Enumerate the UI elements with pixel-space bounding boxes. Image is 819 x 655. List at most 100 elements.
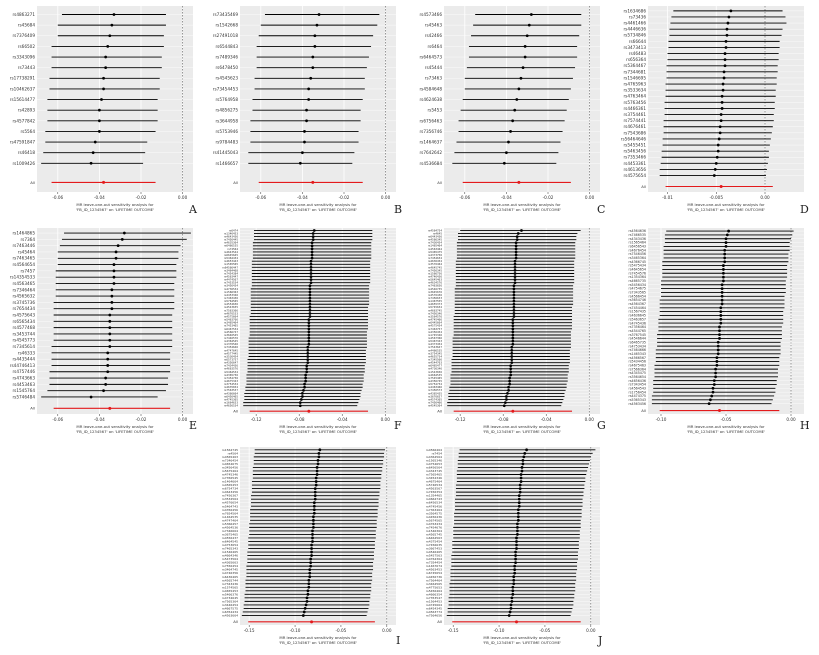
snp-estimate-point xyxy=(306,358,310,361)
axis-caption-line2: 'FB_ID_1234567' on 'LIFETIME OUTCOME' xyxy=(279,207,357,212)
snp-estimate-point xyxy=(108,313,112,317)
snp-label: rs7454676 xyxy=(426,525,442,529)
snp-estimate-point xyxy=(515,235,519,238)
snp-label: rs73463 xyxy=(425,76,443,81)
snp-row: rs1564745 xyxy=(222,448,396,452)
snp-estimate-point xyxy=(316,458,320,462)
snp-label: rs7353547 xyxy=(426,596,442,600)
snp-estimate-point xyxy=(317,451,321,455)
snp-estimate-point xyxy=(106,364,110,367)
snp-row: rs4565463 xyxy=(222,455,396,459)
snp-label: rs4554636 xyxy=(224,302,238,306)
snp-label: rs4746356 xyxy=(222,571,238,575)
snp-row: rs4563453 xyxy=(426,568,600,572)
snp-row: rs4456736 xyxy=(426,575,600,579)
snp-label: rs4563456 xyxy=(628,402,646,406)
snp-label: rs4753654 xyxy=(222,543,238,547)
snp-label: rs3456456 xyxy=(222,465,238,469)
x-tick-label: -0.10 xyxy=(656,417,667,422)
snp-row: rs4577445 xyxy=(224,351,396,355)
snp-estimate-point xyxy=(509,373,513,377)
snp-estimate-point xyxy=(720,107,724,110)
snp-row: rs7346664 xyxy=(222,529,396,533)
snp-row: rs4453463 xyxy=(12,382,193,387)
snp-label: rs4365435 xyxy=(428,391,442,395)
snp-row: rs4566747 xyxy=(224,330,396,334)
snp-label: rs7453465 xyxy=(224,324,238,328)
snp-estimate-point xyxy=(305,108,308,112)
snp-estimate-point xyxy=(309,278,313,282)
snp-estimate-point xyxy=(309,275,313,278)
snp-estimate-point xyxy=(312,508,316,512)
snp-row: rs4373756 xyxy=(428,253,600,257)
summary-estimate-point xyxy=(311,180,315,184)
snp-label: rs1542668 xyxy=(215,23,238,28)
snp-label: rs42466 xyxy=(425,33,443,38)
snp-row: rs3534564 xyxy=(222,497,396,501)
snp-row: rs7563537 xyxy=(224,388,396,392)
snp-estimate-point xyxy=(724,39,728,43)
snp-label: rs7543686 xyxy=(623,130,646,135)
snp-label: rs4763464 xyxy=(623,94,646,99)
snp-label: rs4575643 xyxy=(12,312,35,317)
snp-row: rs5364467 xyxy=(623,63,804,68)
snp-estimate-point xyxy=(511,585,515,589)
panel-letter: C xyxy=(597,203,606,216)
snp-row: rs4664535 xyxy=(428,373,600,377)
axis-caption-line2: 'FB_ID_1234567' on 'LIFETIME OUTCOME' xyxy=(483,207,561,212)
snp-estimate-point xyxy=(722,271,725,275)
snp-row: rs3464565 xyxy=(426,582,600,586)
x-tick-label: -0.10 xyxy=(290,628,301,633)
snp-estimate-point xyxy=(511,336,515,340)
snp-row: rs6464563 xyxy=(426,536,600,540)
snp-row: rs4544763 xyxy=(428,361,600,365)
forest-plot-b: rs73435469 rs1542668 rs27491018 rs6544843 rs… xyxy=(213,6,396,212)
snp-estimate-point xyxy=(720,302,724,306)
snp-label: rs5457563 xyxy=(426,554,442,558)
snp-row: rs4565453 xyxy=(222,483,396,487)
snp-row: rs5746534 xyxy=(426,483,600,487)
snp-row: rs4565744 xyxy=(222,578,396,582)
snp-row: rs73436 xyxy=(629,14,804,19)
axis-caption-line1: MR leave-one-out sensitivity analysis fo… xyxy=(279,635,357,640)
snp-label: rs4576654 xyxy=(222,501,238,505)
snp-row: rs46418 xyxy=(18,150,193,155)
snp-label: rs4544763 xyxy=(428,361,442,365)
snp-label: rs3676657 xyxy=(428,394,442,398)
snp-estimate-point xyxy=(307,87,311,91)
snp-row: rs4636454 xyxy=(428,259,600,263)
forest-plot-f: rs6474rs1346453rs4643436rs7456445rs46353… xyxy=(222,228,396,434)
snp-label: rs4577445 xyxy=(224,351,238,355)
snp-estimate-point xyxy=(108,345,112,348)
snp-label: rs7356464 xyxy=(628,325,646,329)
snp-row: rs4765963 xyxy=(623,82,804,87)
snp-estimate-point xyxy=(716,143,720,147)
snp-label: rs6454345 xyxy=(426,606,442,610)
snp-label: rs1634686 xyxy=(623,8,646,13)
snp-estimate-point xyxy=(310,547,313,550)
snp-estimate-point xyxy=(98,108,101,112)
x-tick-label: 0.00 xyxy=(585,195,595,200)
snp-label: rs4736534 xyxy=(224,287,238,291)
snp-row: rs5453 xyxy=(427,108,600,113)
snp-label: rs4365736 xyxy=(224,373,238,377)
snp-estimate-point xyxy=(511,321,515,325)
snp-label: rs4435444 xyxy=(12,357,35,362)
snp-row: rs7463757 xyxy=(428,327,600,331)
snp-estimate-point xyxy=(719,310,723,314)
snp-label: rs4366745 xyxy=(628,260,646,264)
axis-caption-line2: 'FB_ID_1234567' on 'LIFETIME OUTCOME' xyxy=(279,640,357,645)
snp-row: rs4554636 xyxy=(224,302,396,306)
snp-estimate-point xyxy=(312,518,315,522)
snp-estimate-point xyxy=(110,294,114,298)
snp-label: rs4563664 xyxy=(222,614,238,618)
snp-estimate-point xyxy=(522,455,526,459)
snp-estimate-point xyxy=(305,599,309,603)
snp-estimate-point xyxy=(515,540,518,543)
x-tick-label: -0.06 xyxy=(52,195,63,200)
snp-estimate-point xyxy=(104,55,108,59)
snp-row: rs4373454 xyxy=(428,342,600,346)
x-tick-label: -0.02 xyxy=(543,195,554,200)
snp-label: rs4675343 xyxy=(224,379,238,383)
